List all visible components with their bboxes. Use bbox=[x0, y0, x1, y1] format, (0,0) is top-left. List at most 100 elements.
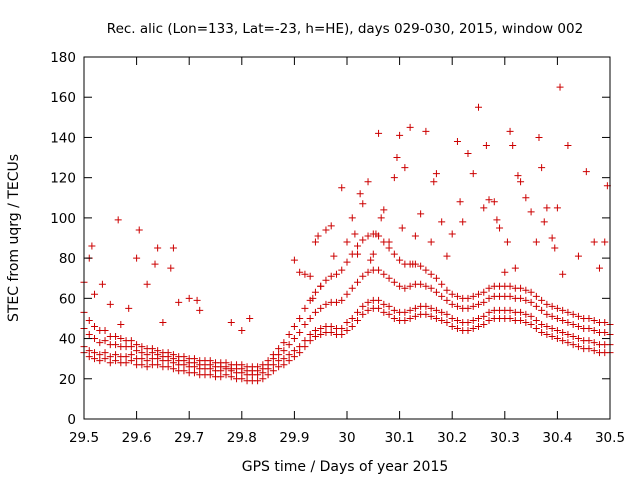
data-point bbox=[422, 302, 430, 310]
data-point bbox=[190, 369, 198, 377]
data-point bbox=[548, 302, 556, 310]
data-point bbox=[348, 214, 356, 222]
data-point bbox=[517, 316, 525, 324]
data-point bbox=[343, 327, 351, 335]
data-point bbox=[390, 314, 398, 322]
data-point bbox=[517, 284, 525, 292]
data-point bbox=[85, 353, 93, 361]
data-point bbox=[411, 232, 419, 240]
data-point bbox=[180, 353, 188, 361]
y-tick-label: 60 bbox=[59, 291, 76, 307]
data-point bbox=[206, 357, 214, 365]
data-point bbox=[101, 349, 109, 357]
data-point bbox=[285, 341, 293, 349]
data-point bbox=[469, 292, 477, 300]
data-point bbox=[485, 316, 493, 324]
data-point bbox=[559, 316, 567, 324]
data-point bbox=[127, 351, 135, 359]
x-tick-label: 29.6 bbox=[122, 430, 152, 446]
data-point bbox=[432, 314, 440, 322]
data-point bbox=[151, 260, 159, 268]
data-point bbox=[143, 280, 151, 288]
data-point bbox=[327, 322, 335, 330]
data-point bbox=[369, 250, 377, 258]
data-point bbox=[301, 304, 309, 312]
data-point bbox=[517, 308, 525, 316]
data-point bbox=[356, 190, 364, 198]
data-point bbox=[411, 304, 419, 312]
data-point bbox=[290, 347, 298, 355]
data-point bbox=[522, 194, 530, 202]
data-point bbox=[164, 363, 172, 371]
data-point bbox=[91, 322, 99, 330]
data-point bbox=[348, 284, 356, 292]
data-point bbox=[91, 290, 99, 298]
y-tick-label: 140 bbox=[50, 130, 76, 146]
data-point bbox=[133, 341, 141, 349]
data-point bbox=[427, 270, 435, 278]
data-point bbox=[285, 331, 293, 339]
data-point bbox=[522, 318, 530, 326]
data-point bbox=[396, 131, 404, 139]
data-point bbox=[354, 278, 362, 286]
data-point bbox=[522, 296, 530, 304]
data-point bbox=[390, 306, 398, 314]
data-point bbox=[154, 361, 162, 369]
data-point bbox=[514, 172, 522, 180]
data-point bbox=[601, 329, 609, 337]
data-point bbox=[401, 284, 409, 292]
data-point bbox=[430, 178, 438, 186]
data-point bbox=[601, 318, 609, 326]
data-point bbox=[364, 178, 372, 186]
data-point bbox=[301, 320, 309, 328]
data-point bbox=[280, 347, 288, 355]
data-point bbox=[509, 141, 517, 149]
data-point bbox=[96, 339, 104, 347]
data-point bbox=[269, 351, 277, 359]
y-tick-label: 40 bbox=[59, 332, 76, 348]
data-point bbox=[112, 333, 120, 341]
data-point bbox=[264, 371, 272, 379]
data-point bbox=[480, 320, 488, 328]
data-point bbox=[322, 276, 330, 284]
data-point bbox=[354, 242, 362, 250]
y-tick-label: 80 bbox=[59, 251, 76, 267]
data-point bbox=[569, 310, 577, 318]
data-point bbox=[548, 325, 556, 332]
data-point bbox=[538, 306, 546, 314]
data-point bbox=[422, 266, 430, 274]
data-point bbox=[359, 236, 367, 244]
data-point bbox=[443, 310, 451, 318]
data-point bbox=[364, 306, 372, 314]
data-point bbox=[574, 335, 582, 343]
data-point bbox=[327, 329, 335, 337]
data-point bbox=[285, 351, 293, 359]
data-point bbox=[574, 322, 582, 330]
y-tick-label: 160 bbox=[50, 90, 76, 106]
data-point bbox=[401, 164, 409, 172]
data-point bbox=[125, 304, 133, 312]
data-point bbox=[490, 198, 498, 206]
x-tick-label: 30.1 bbox=[385, 430, 415, 446]
data-point bbox=[106, 300, 114, 308]
data-point bbox=[217, 373, 225, 381]
data-point bbox=[432, 306, 440, 314]
data-point bbox=[359, 310, 367, 318]
data-point bbox=[443, 318, 451, 326]
data-point bbox=[453, 137, 461, 145]
data-point bbox=[364, 298, 372, 306]
data-point bbox=[375, 266, 383, 274]
data-point bbox=[543, 322, 551, 330]
data-point bbox=[538, 320, 546, 328]
data-point bbox=[480, 204, 488, 212]
data-point bbox=[482, 141, 490, 149]
data-point bbox=[296, 314, 304, 322]
x-tick-label: 30 bbox=[338, 430, 355, 446]
data-point bbox=[351, 230, 359, 238]
data-point bbox=[475, 322, 482, 330]
data-point bbox=[138, 343, 146, 351]
data-point bbox=[506, 314, 514, 322]
data-point bbox=[496, 224, 504, 232]
data-point bbox=[432, 288, 440, 296]
data-point bbox=[169, 351, 177, 359]
